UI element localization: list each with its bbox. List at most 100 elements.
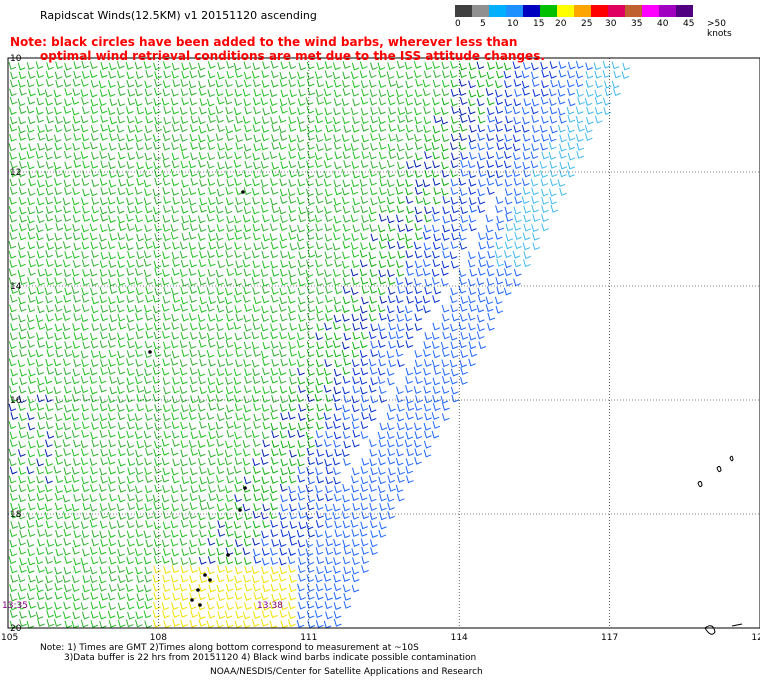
wind-barb xyxy=(135,278,142,285)
wind-barb xyxy=(433,98,440,105)
wind-barb xyxy=(576,107,583,114)
wind-barb xyxy=(325,251,332,258)
wind-barb xyxy=(263,467,270,474)
wind-barb xyxy=(253,511,260,518)
wind-barb xyxy=(207,214,214,221)
wind-barb xyxy=(263,520,270,527)
wind-barb xyxy=(415,403,422,410)
wind-barb xyxy=(92,422,99,429)
wind-barb xyxy=(9,341,16,348)
wind-barb xyxy=(423,80,430,87)
wind-barb xyxy=(144,531,151,538)
wind-barb xyxy=(127,593,134,600)
wind-barb xyxy=(424,450,431,457)
wind-barb xyxy=(352,135,359,142)
wind-barb xyxy=(19,179,26,186)
wind-barb xyxy=(406,287,413,294)
wind-barb xyxy=(398,404,405,411)
wind-barb xyxy=(154,441,161,448)
wind-barb xyxy=(469,142,476,149)
wind-barb xyxy=(325,270,332,277)
wind-barb xyxy=(388,277,395,284)
wind-barb xyxy=(227,602,234,609)
wind-barb xyxy=(297,234,304,241)
wind-barb xyxy=(262,251,269,258)
wind-barb xyxy=(576,116,583,123)
wind-barb xyxy=(389,134,396,141)
wind-barb xyxy=(226,495,233,502)
wind-barb xyxy=(433,214,440,221)
wind-barb xyxy=(351,520,358,527)
wind-barb xyxy=(191,304,198,311)
wind-barb xyxy=(11,80,18,87)
wind-barb xyxy=(198,369,205,376)
wind-barb xyxy=(423,232,430,239)
wind-barb xyxy=(360,529,367,536)
wind-barb xyxy=(299,511,306,518)
wind-barb xyxy=(326,125,333,132)
wind-barb xyxy=(171,224,178,231)
wind-barb xyxy=(56,521,63,528)
wind-barb xyxy=(28,584,35,591)
wind-barb xyxy=(461,206,468,213)
wind-barb xyxy=(271,423,278,430)
wind-barb xyxy=(155,79,162,86)
wind-barb xyxy=(415,323,422,330)
wind-barb xyxy=(515,232,522,239)
wind-barb xyxy=(406,466,413,473)
wind-barb xyxy=(36,359,43,366)
wind-barb xyxy=(388,448,395,455)
wind-barb xyxy=(181,450,188,457)
wind-barb xyxy=(567,125,574,132)
wind-barb xyxy=(388,260,395,267)
wind-barb xyxy=(63,332,70,339)
wind-barb xyxy=(298,540,305,547)
wind-barb xyxy=(235,333,242,340)
wind-barb xyxy=(307,377,314,384)
wind-barb xyxy=(199,430,206,437)
wind-barb xyxy=(218,62,225,69)
wind-barb xyxy=(271,405,278,412)
wind-barb xyxy=(199,88,206,95)
wind-barb xyxy=(398,224,405,231)
wind-barb xyxy=(173,439,180,446)
wind-barb xyxy=(289,565,296,572)
wind-barb xyxy=(451,261,458,268)
wind-barb xyxy=(55,493,62,500)
wind-barb xyxy=(362,89,369,96)
wind-barb xyxy=(342,449,349,456)
wind-barb xyxy=(64,106,71,113)
wind-barb xyxy=(109,566,116,573)
wind-barb xyxy=(415,223,422,230)
wind-barb xyxy=(82,413,89,420)
wind-barb xyxy=(362,512,369,519)
wind-barb xyxy=(172,107,179,114)
wind-barb xyxy=(82,530,89,537)
wind-barb xyxy=(387,72,394,79)
wind-barb xyxy=(10,313,17,320)
wind-barb xyxy=(290,459,297,466)
wind-barb xyxy=(334,142,341,149)
wind-barb xyxy=(351,287,358,294)
wind-barb xyxy=(281,441,288,448)
wind-barb xyxy=(360,322,367,329)
wind-barb xyxy=(136,611,143,618)
wind-barb xyxy=(460,124,467,131)
wind-barb xyxy=(388,170,395,177)
wind-barb xyxy=(461,367,468,374)
wind-barb xyxy=(198,404,205,411)
wind-barb xyxy=(19,315,26,322)
wind-barb xyxy=(361,196,368,203)
wind-barb xyxy=(135,305,142,312)
wind-barb xyxy=(351,108,358,115)
wind-barb xyxy=(245,512,252,519)
wind-barb xyxy=(208,377,215,384)
wind-barb xyxy=(343,531,350,538)
wind-barb xyxy=(101,214,108,221)
wind-barb xyxy=(326,314,333,321)
wind-barb xyxy=(199,332,206,339)
wind-barb xyxy=(308,440,315,447)
wind-barb xyxy=(64,592,71,599)
wind-barb xyxy=(218,296,225,303)
wind-barb xyxy=(137,170,144,177)
